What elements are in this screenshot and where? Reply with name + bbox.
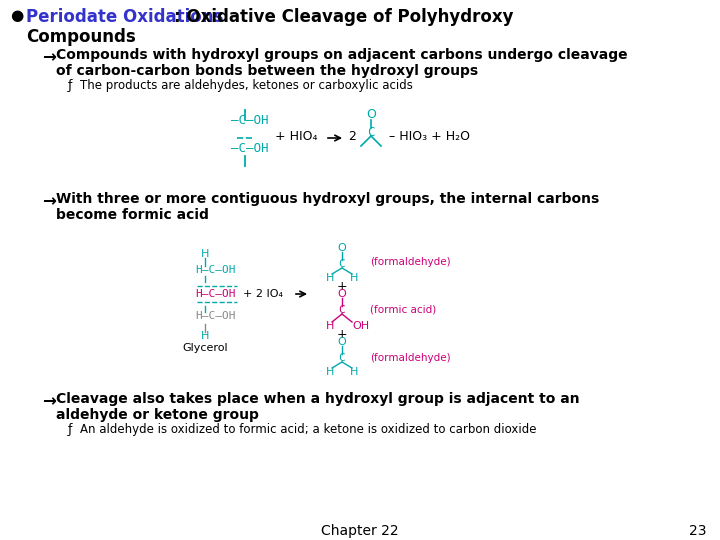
Text: + HIO₄: + HIO₄ <box>275 130 318 143</box>
Text: –C–OH: –C–OH <box>231 113 269 126</box>
Text: H: H <box>326 321 334 331</box>
Text: + 2 IO₄: + 2 IO₄ <box>243 289 283 299</box>
Text: The products are aldehydes, ketones or carboxylic acids: The products are aldehydes, ketones or c… <box>80 79 413 92</box>
Text: C: C <box>338 259 346 269</box>
Text: 23: 23 <box>688 524 706 538</box>
Text: H: H <box>326 367 334 377</box>
Text: →: → <box>42 392 56 410</box>
Text: →: → <box>42 48 56 66</box>
Text: →: → <box>42 192 56 210</box>
Text: H–C–OH: H–C–OH <box>195 289 235 299</box>
Text: C: C <box>338 305 346 315</box>
Text: ƒ: ƒ <box>68 79 73 92</box>
Text: +: + <box>337 327 347 341</box>
Text: C: C <box>338 353 346 363</box>
Text: H–C–OH: H–C–OH <box>195 311 235 321</box>
Text: become formic acid: become formic acid <box>56 208 209 222</box>
Text: –C–OH: –C–OH <box>231 141 269 154</box>
Text: (formaldehyde): (formaldehyde) <box>370 353 451 363</box>
Text: ƒ: ƒ <box>68 423 73 436</box>
Text: of carbon-carbon bonds between the hydroxyl groups: of carbon-carbon bonds between the hydro… <box>56 64 478 78</box>
Text: O: O <box>366 107 376 120</box>
Text: 2: 2 <box>348 130 356 143</box>
Text: ●: ● <box>10 8 23 23</box>
Text: OH: OH <box>352 321 369 331</box>
Text: +: + <box>337 280 347 293</box>
Text: O: O <box>338 243 346 253</box>
Text: H: H <box>350 273 358 283</box>
Text: aldehyde or ketone group: aldehyde or ketone group <box>56 408 259 422</box>
Text: (formic acid): (formic acid) <box>370 305 436 315</box>
Text: H: H <box>201 249 210 259</box>
Text: C: C <box>367 125 374 138</box>
Text: Cleavage also takes place when a hydroxyl group is adjacent to an: Cleavage also takes place when a hydroxy… <box>56 392 580 406</box>
Text: Glycerol: Glycerol <box>182 343 228 353</box>
Text: Periodate Oxidations: Periodate Oxidations <box>26 8 223 26</box>
Text: Compounds: Compounds <box>26 28 136 46</box>
Text: Chapter 22: Chapter 22 <box>321 524 399 538</box>
Text: – HIO₃ + H₂O: – HIO₃ + H₂O <box>389 130 470 143</box>
Text: H: H <box>350 367 358 377</box>
Text: H: H <box>201 331 210 341</box>
Text: H–C–OH: H–C–OH <box>195 265 235 275</box>
Text: O: O <box>338 289 346 299</box>
Text: With three or more contiguous hydroxyl groups, the internal carbons: With three or more contiguous hydroxyl g… <box>56 192 599 206</box>
Text: An aldehyde is oxidized to formic acid; a ketone is oxidized to carbon dioxide: An aldehyde is oxidized to formic acid; … <box>80 423 536 436</box>
Text: Compounds with hydroxyl groups on adjacent carbons undergo cleavage: Compounds with hydroxyl groups on adjace… <box>56 48 628 62</box>
Text: (formaldehyde): (formaldehyde) <box>370 257 451 267</box>
Text: O: O <box>338 337 346 347</box>
Text: H: H <box>326 273 334 283</box>
Text: : Oxidative Cleavage of Polyhydroxy: : Oxidative Cleavage of Polyhydroxy <box>174 8 513 26</box>
